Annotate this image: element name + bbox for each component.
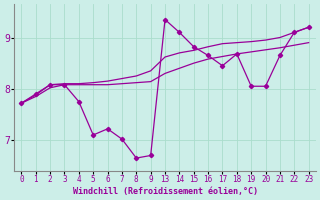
X-axis label: Windchill (Refroidissement éolien,°C): Windchill (Refroidissement éolien,°C) [73,187,258,196]
